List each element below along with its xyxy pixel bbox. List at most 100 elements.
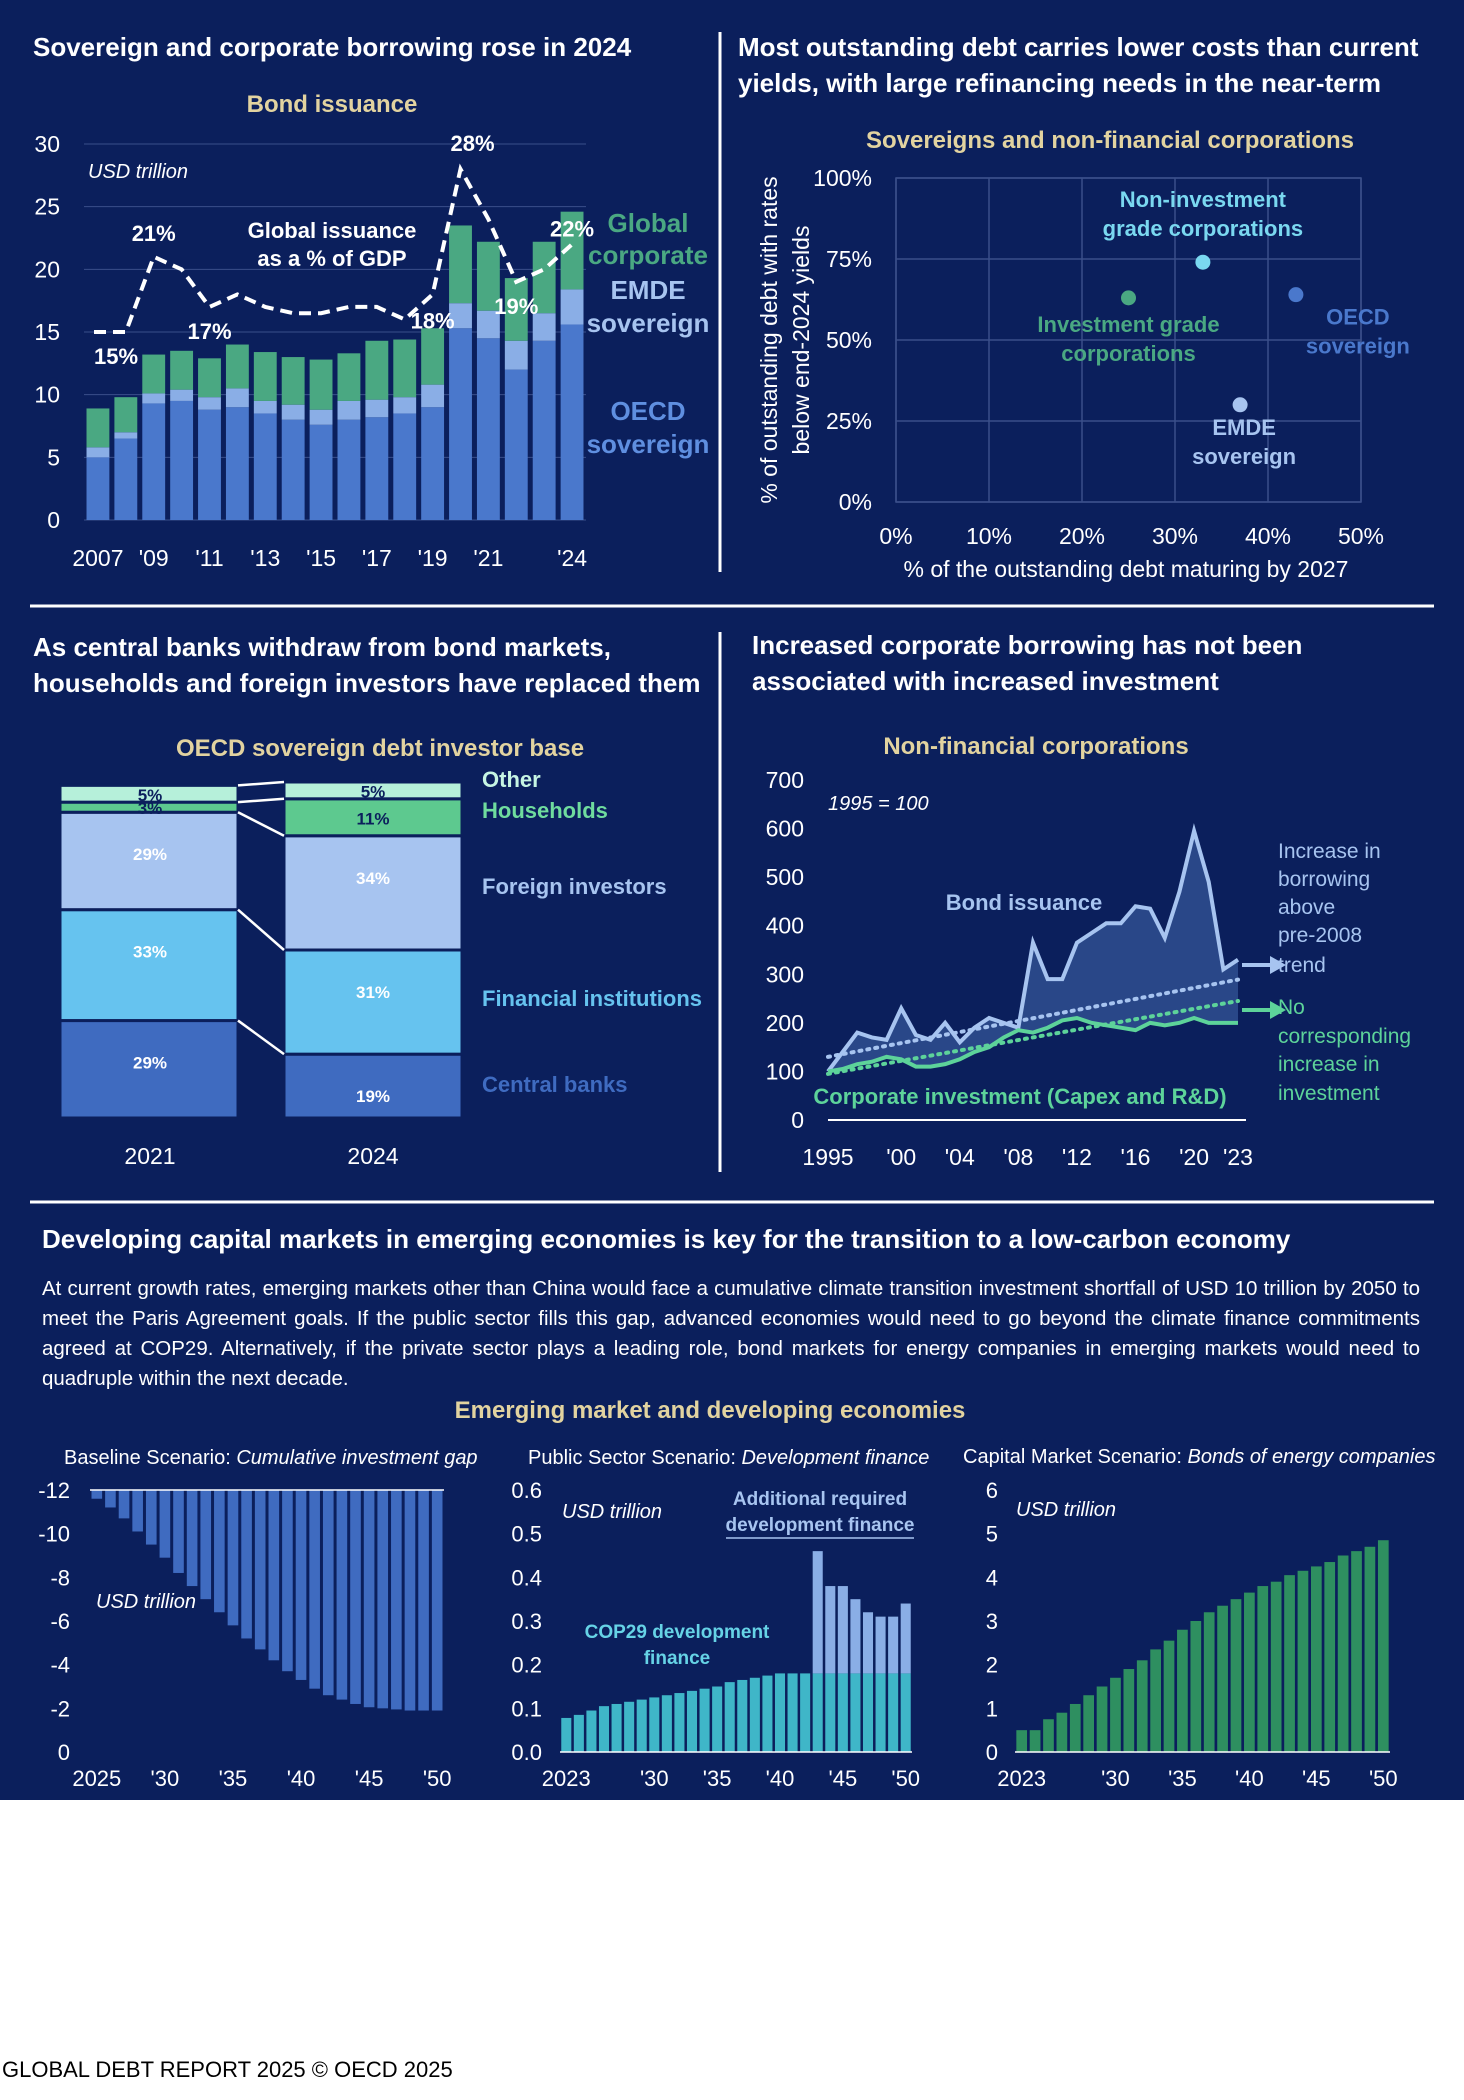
chart2-y-tick: 0% [839, 489, 872, 515]
chart4-borrowing-trend [826, 977, 1240, 1059]
chart2-point-label: EMDE [1212, 415, 1276, 440]
chart7-bar [1163, 1640, 1175, 1752]
chart1-bar-segment [393, 339, 417, 398]
chart6-x-tick: '35 [703, 1766, 732, 1791]
chart4-y-tick: 500 [766, 864, 804, 890]
chart1-y-tick: 0 [47, 507, 60, 533]
chart7-bar [1069, 1703, 1081, 1752]
chart6-bar-segment [825, 1586, 836, 1674]
chart1-bar-segment [253, 400, 277, 414]
chart5-y-tick: 0 [58, 1740, 70, 1765]
chart1-bar-segment [560, 324, 584, 520]
chart7-bar [1270, 1581, 1282, 1752]
chart4-y-tick: 100 [766, 1058, 804, 1084]
chart4-y-tick: 300 [766, 961, 804, 987]
chart1-x-tick: 2007 [72, 545, 123, 571]
chart6-x-tick: 2023 [542, 1766, 591, 1791]
chart5-bar [186, 1490, 198, 1587]
chart6-x-tick: '50 [891, 1766, 920, 1791]
chart1-bar-segment [281, 419, 305, 520]
chart1-bar-segment [560, 289, 584, 325]
chart1-legend-label: Global [608, 208, 689, 238]
chart2-point-label: sovereign [1192, 444, 1296, 469]
chart6-y-tick: 0.3 [511, 1609, 542, 1634]
chart3-connector [237, 797, 285, 804]
chart1-bar-segment [142, 354, 166, 394]
chart4-x-tick: '04 [945, 1144, 975, 1170]
chart1-line-label: 19% [494, 294, 538, 319]
chart3-bar-segment [58, 783, 240, 804]
chart1-y-tick: 30 [34, 131, 60, 157]
chart5-x-tick: '50 [423, 1766, 452, 1791]
chart2-x-tick: 0% [879, 523, 912, 549]
chart2-point-label: OECD [1326, 305, 1390, 330]
chart6-additional-label: development finance [726, 1515, 915, 1536]
chart1-bar-segment [281, 357, 305, 405]
chart1-line-label: 15% [94, 344, 138, 369]
chart6-bar-segment [737, 1679, 748, 1752]
chart1-unit: USD trillion [88, 161, 188, 183]
chart1-bond-issuance: 0 5 10 15 20 25 30 2007 '09 '11 '13 '15 '17 '19 '21 '24… [34, 131, 709, 571]
chart7-bar [1257, 1586, 1269, 1752]
chart3-series-label: Central banks [482, 1072, 628, 1097]
chart6-bar-segment [900, 1673, 911, 1752]
chart6-y-tick: 0.0 [511, 1740, 542, 1765]
chart6-cop29-label: finance [644, 1648, 711, 1669]
chart1-y-tick: 5 [47, 444, 60, 470]
chart1-y-tick: 10 [34, 382, 60, 408]
chart1-bar-segment [365, 340, 389, 400]
chart6-bar-segment [674, 1693, 685, 1752]
chart3-bar-segment [282, 1052, 464, 1120]
chart5-y-tick: -12 [38, 1478, 70, 1503]
chart4-nfc-lines: 0 100 200 300 400 500 600 700 1995 '00 '04 '08 '12 '1… [766, 767, 1411, 1170]
chart6-y-tick: 0.5 [511, 1522, 542, 1547]
chart7-x-tick: '50 [1369, 1766, 1398, 1791]
chart2-x-tick: 50% [1338, 523, 1384, 549]
chart1-bar-segment [421, 384, 445, 408]
chart3-category-label: 2021 [124, 1143, 175, 1169]
chart2-scatter: 0% 10% 20% 30% 40% 50% 0% 25% 50% 75% 100% Non-inve… [813, 165, 1410, 549]
chart2-point-label: Non-investment [1120, 187, 1287, 212]
chart4-x-tick: '12 [1062, 1144, 1092, 1170]
chart7-bar [1351, 1551, 1362, 1752]
chart1-x-tick: '11 [195, 545, 223, 571]
chart3-series-label: Households [482, 798, 608, 823]
chart6-bar-segment [812, 1551, 823, 1674]
chart1-bar-segment [365, 399, 389, 418]
chart7-bar [1177, 1629, 1188, 1752]
chart4-title-line2: associated with increased investment [752, 666, 1219, 696]
chart1-bar-segment [225, 407, 249, 520]
chart6-bar-segment [812, 1673, 823, 1752]
chart1-legend-label: sovereign [587, 308, 710, 338]
chart1-y-tick: 20 [34, 256, 60, 282]
chart1-bar-segment [365, 417, 389, 520]
chart7-bar [1217, 1605, 1228, 1752]
chart1-bar-segment [532, 313, 556, 341]
chart5-x-tick: 2025 [72, 1766, 121, 1791]
chart3-title-line2: households and foreign investors have re… [33, 668, 701, 698]
chart2-point [1121, 290, 1136, 306]
chart3-bar-segment [282, 834, 464, 952]
chart5-y-tick: -6 [50, 1609, 70, 1634]
chart1-bar-segment [281, 404, 305, 420]
chart7-bar [1310, 1566, 1322, 1752]
chart4-y-tick: 700 [766, 767, 804, 793]
chart1-line-legend: Global issuance [248, 218, 417, 243]
chart7-bar [1043, 1719, 1054, 1752]
chart7-y-tick: 0 [986, 1740, 998, 1765]
chart3-bar-segment [58, 1019, 240, 1120]
chart3-value-label: 5% [138, 786, 163, 805]
chart2-y-tick: 75% [826, 246, 872, 272]
chart1-line-label: 28% [450, 131, 494, 156]
chart7-title: Capital Market Scenario: Bonds of energy… [963, 1446, 1435, 1468]
chart1-bar-segment [198, 358, 221, 398]
chart1-subtitle: Bond issuance [247, 91, 418, 118]
chart6-cop29-label: COP29 development [585, 1622, 770, 1643]
chart6-bar-segment [875, 1616, 886, 1674]
chart7-bar [1083, 1695, 1095, 1752]
chart1-x-tick: '09 [139, 545, 169, 571]
chart1-bar-segment [198, 397, 221, 410]
chart2-point [1288, 287, 1304, 303]
chart2-ylabel-line2: below end-2024 yields [788, 226, 814, 455]
chart3-value-label: 34% [356, 869, 390, 888]
